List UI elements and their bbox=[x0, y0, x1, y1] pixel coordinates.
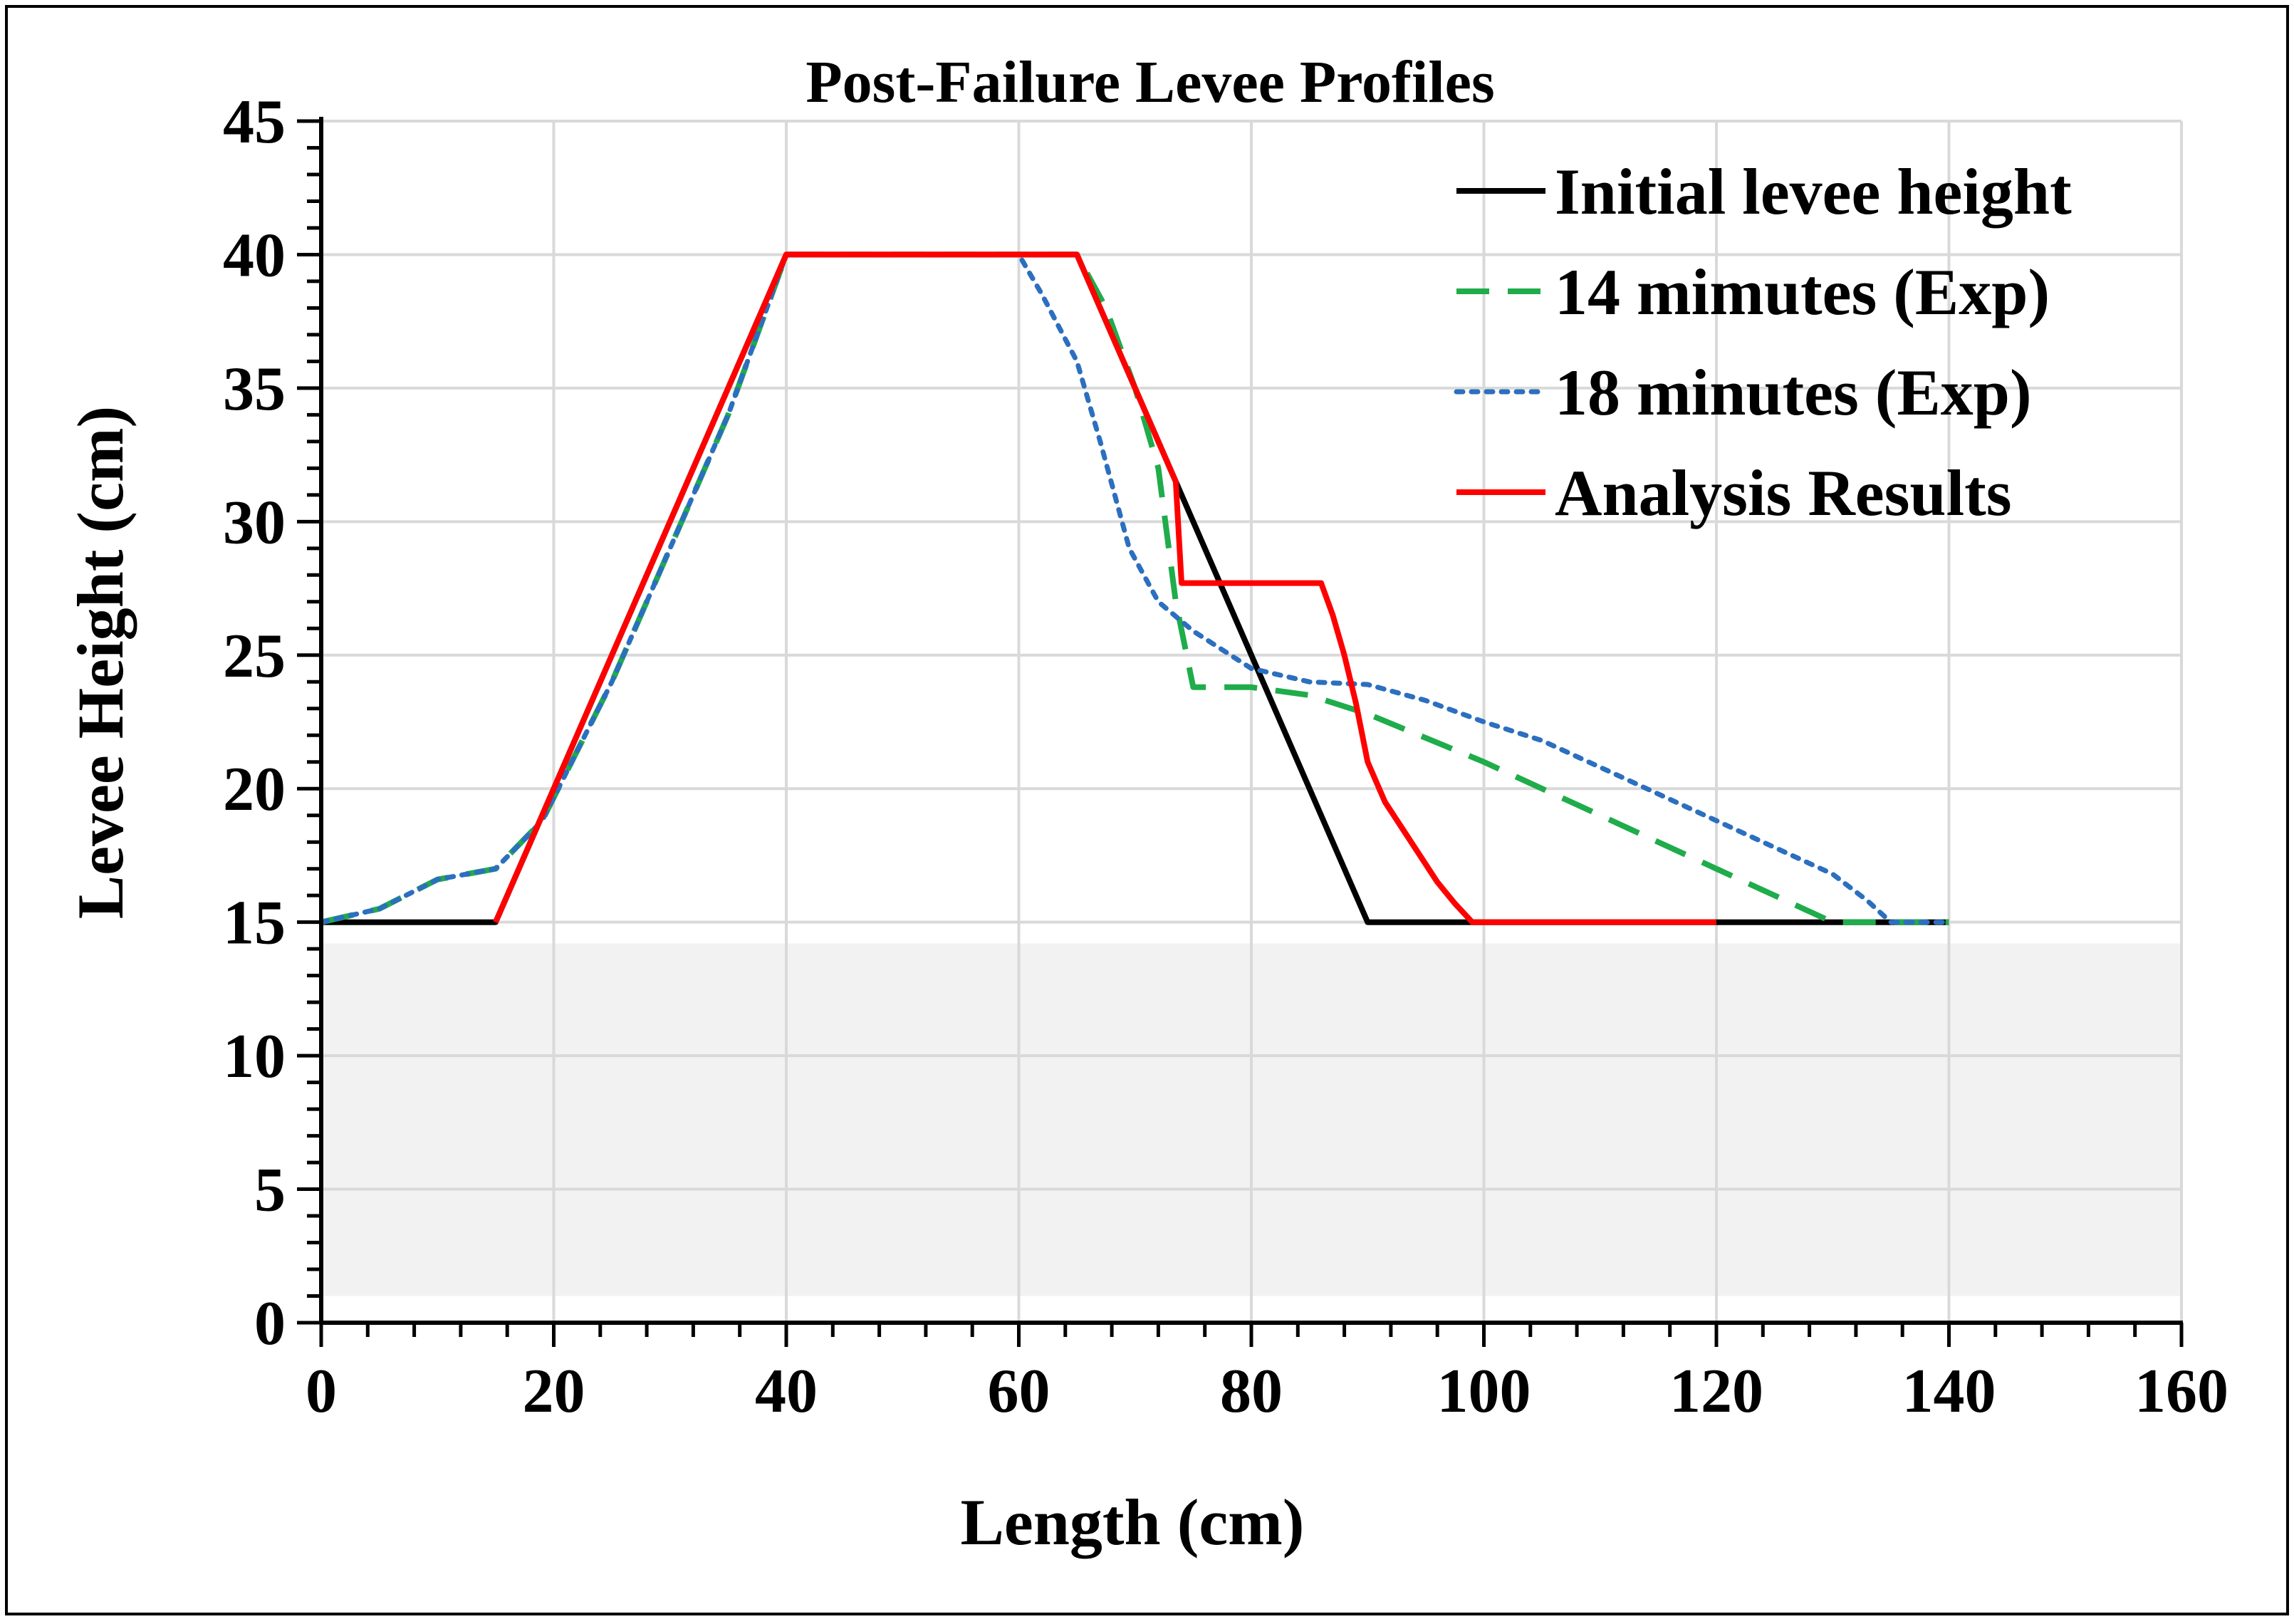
series-line-3 bbox=[318, 251, 1951, 925]
axes: 0 20 40 60 80 100 120 140 160 0 5 10 15 20 25 30 35 40 45 bbox=[223, 88, 2228, 1426]
y-tick-label: 20 bbox=[223, 755, 286, 824]
y-tick-label: 5 bbox=[254, 1156, 286, 1225]
y-tick-label: 40 bbox=[223, 221, 286, 290]
y-tick-label: 35 bbox=[223, 355, 286, 424]
legend-label-3: 18 minutes (Exp) bbox=[1555, 356, 2032, 429]
x-tick-label: 80 bbox=[1220, 1357, 1283, 1426]
y-tick-label: 10 bbox=[223, 1022, 286, 1091]
y-tick-label: 0 bbox=[254, 1289, 286, 1358]
x-tick-label: 160 bbox=[2134, 1357, 2228, 1426]
chart-outer-border bbox=[5, 5, 2289, 1615]
y-tick-label: 45 bbox=[223, 88, 286, 157]
legend-label-4: Analysis Results bbox=[1555, 457, 2012, 529]
legend-label-1: Initial levee height bbox=[1555, 155, 2072, 228]
plot-area bbox=[321, 120, 2183, 1323]
y-tick-label: 25 bbox=[223, 622, 286, 691]
x-tick-label: 20 bbox=[523, 1357, 585, 1426]
y-tick-label: 30 bbox=[223, 488, 286, 557]
x-tick-label: 140 bbox=[1902, 1357, 1996, 1426]
x-tick-label: 40 bbox=[755, 1357, 818, 1426]
chart-title: Post-Failure Levee Profiles bbox=[805, 49, 1494, 115]
series-layer bbox=[318, 251, 1951, 925]
legend: Initial levee height 14 mimutes (Exp) 18 m… bbox=[1454, 155, 2072, 529]
x-tick-label: 60 bbox=[988, 1357, 1050, 1426]
x-tick-label: 120 bbox=[1669, 1357, 1763, 1426]
series-line-4 bbox=[493, 251, 1716, 925]
y-tick-label: 15 bbox=[223, 889, 286, 958]
x-tick-label: 0 bbox=[306, 1357, 337, 1426]
legend-label-2: 14 mimutes (Exp) bbox=[1555, 256, 2050, 328]
y-axis-title: Levee Height (cm) bbox=[64, 406, 137, 919]
x-axis-title: Length (cm) bbox=[961, 1486, 1305, 1558]
x-tick-label: 100 bbox=[1437, 1357, 1531, 1426]
